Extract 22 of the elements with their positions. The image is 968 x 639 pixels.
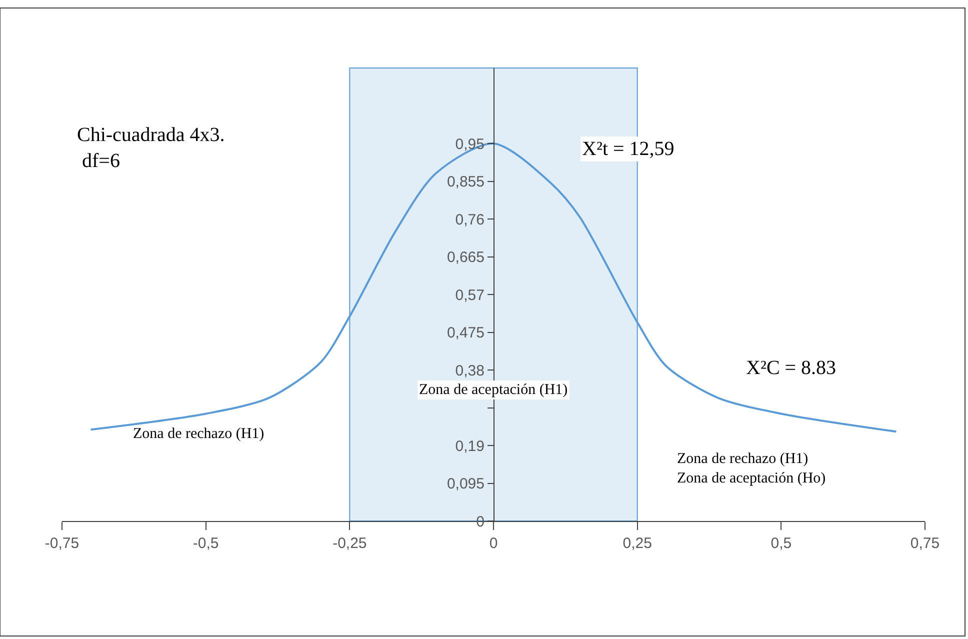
annotation: X²C = 8.83	[746, 357, 836, 379]
y-tick-label: 0,855	[446, 174, 484, 190]
x-tick-label: -0,75	[44, 535, 80, 552]
y-tick-label: 0,19	[455, 438, 484, 455]
annotation: Zona de rechazo (H1) Zona de aceptación (Ho)	[677, 451, 826, 486]
y-tick-label: 0,475	[446, 324, 484, 342]
y-tick-label: 0,57	[455, 286, 484, 304]
y-tick-label: 0,38	[455, 362, 484, 380]
band-label: Zona de aceptación (H1)	[419, 382, 568, 398]
annotation: Zona de rechazo (H1)	[133, 426, 264, 442]
annotation: Chi-cuadrada 4x3. df=6	[77, 124, 225, 172]
y-tick-label: 0,95	[455, 136, 484, 153]
x-tick-label: -0,25	[332, 535, 367, 552]
y-tick-label: 0,095	[446, 476, 484, 492]
x-tick-label: 0	[489, 535, 498, 552]
x-tick-label: 0,5	[770, 535, 792, 552]
x-tick-label: 0,25	[622, 535, 652, 552]
y-tick-label: 0,76	[455, 211, 484, 228]
x-tick-label: -0,5	[192, 535, 219, 552]
x-tick-label: 0,75	[910, 535, 940, 552]
annotation: X²t = 12,59	[582, 138, 674, 160]
y-tick-label: 0,665	[446, 249, 484, 266]
